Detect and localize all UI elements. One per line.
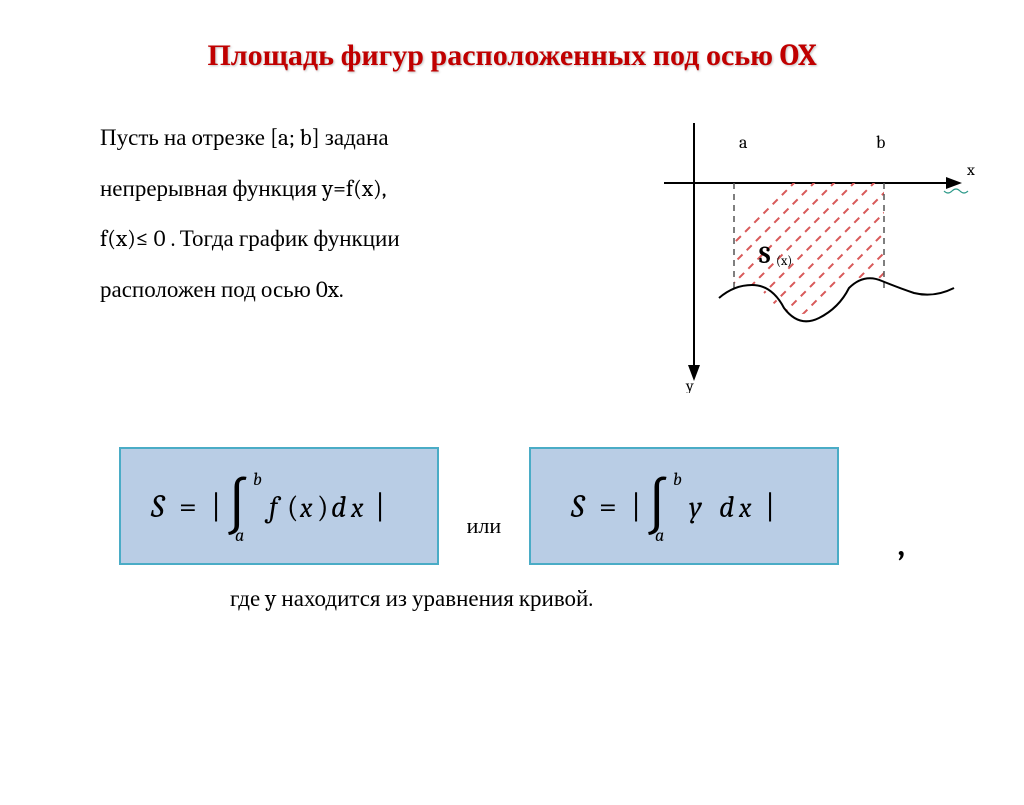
label-S: S xyxy=(759,241,770,269)
f2-S: S xyxy=(570,488,586,525)
f2-y: y xyxy=(689,490,703,525)
formula2-svg: S = | ∫ b a y d x | xyxy=(559,469,809,543)
f1-eq: = xyxy=(179,488,197,525)
f1-d: d xyxy=(331,490,346,525)
f2-eq: = xyxy=(599,488,617,525)
footer-text: где y находится из уравнения кривой. xyxy=(230,585,1024,612)
f1-x1: x xyxy=(299,492,313,524)
f1-S: S xyxy=(150,488,166,525)
para-line-1: Пусть на отрезке [a; b] задана xyxy=(100,113,624,164)
f1-bar2: | xyxy=(375,488,385,525)
label-y: y xyxy=(685,377,694,393)
formula1-svg: S = | ∫ b a f ( x ) d x | xyxy=(149,469,409,543)
formula-box-2: S = | ∫ b a y d x | xyxy=(529,447,839,565)
trailing-comma: , xyxy=(897,519,905,565)
page-title: Площадь фигур расположенных под осью OX xyxy=(0,38,1024,73)
f2-bar2: | xyxy=(765,488,775,525)
f2-d: d xyxy=(719,490,734,525)
para-line-2: непрерывная функция y=f(x), xyxy=(100,164,624,215)
f1-rp: ) xyxy=(317,490,328,525)
content-row: Пусть на отрезке [a; b] задана непрерывн… xyxy=(0,113,1024,397)
label-b: b xyxy=(876,132,885,153)
label-a: a xyxy=(739,132,748,153)
formulas-row: S = | ∫ b a f ( x ) d x | или S = | ∫ b … xyxy=(0,447,1024,565)
label-x: x xyxy=(966,161,975,179)
f1-b: b xyxy=(253,469,262,490)
diagram: a b x y S (x) xyxy=(624,113,984,397)
f2-bar1: | xyxy=(631,488,641,525)
or-text: или xyxy=(467,513,502,539)
diagram-svg: a b x y S (x) xyxy=(624,113,984,393)
label-Sx: (x) xyxy=(776,254,792,269)
f2-a: a xyxy=(655,525,664,543)
formula-box-1: S = | ∫ b a f ( x ) d x | xyxy=(119,447,439,565)
f1-bar1: | xyxy=(211,488,221,525)
f1-f: f xyxy=(264,490,282,525)
f2-b: b xyxy=(673,469,682,490)
f2-x: x xyxy=(738,492,752,524)
description-text: Пусть на отрезке [a; b] задана непрерывн… xyxy=(100,113,624,315)
para-line-3: f(x)≤ 0 . Тогда график функции xyxy=(100,214,624,265)
para-line-4: расположен под осью 0x. xyxy=(100,265,624,316)
f1-x2: x xyxy=(350,492,364,524)
f1-a: a xyxy=(235,525,244,543)
f1-lp: ( xyxy=(287,490,298,525)
